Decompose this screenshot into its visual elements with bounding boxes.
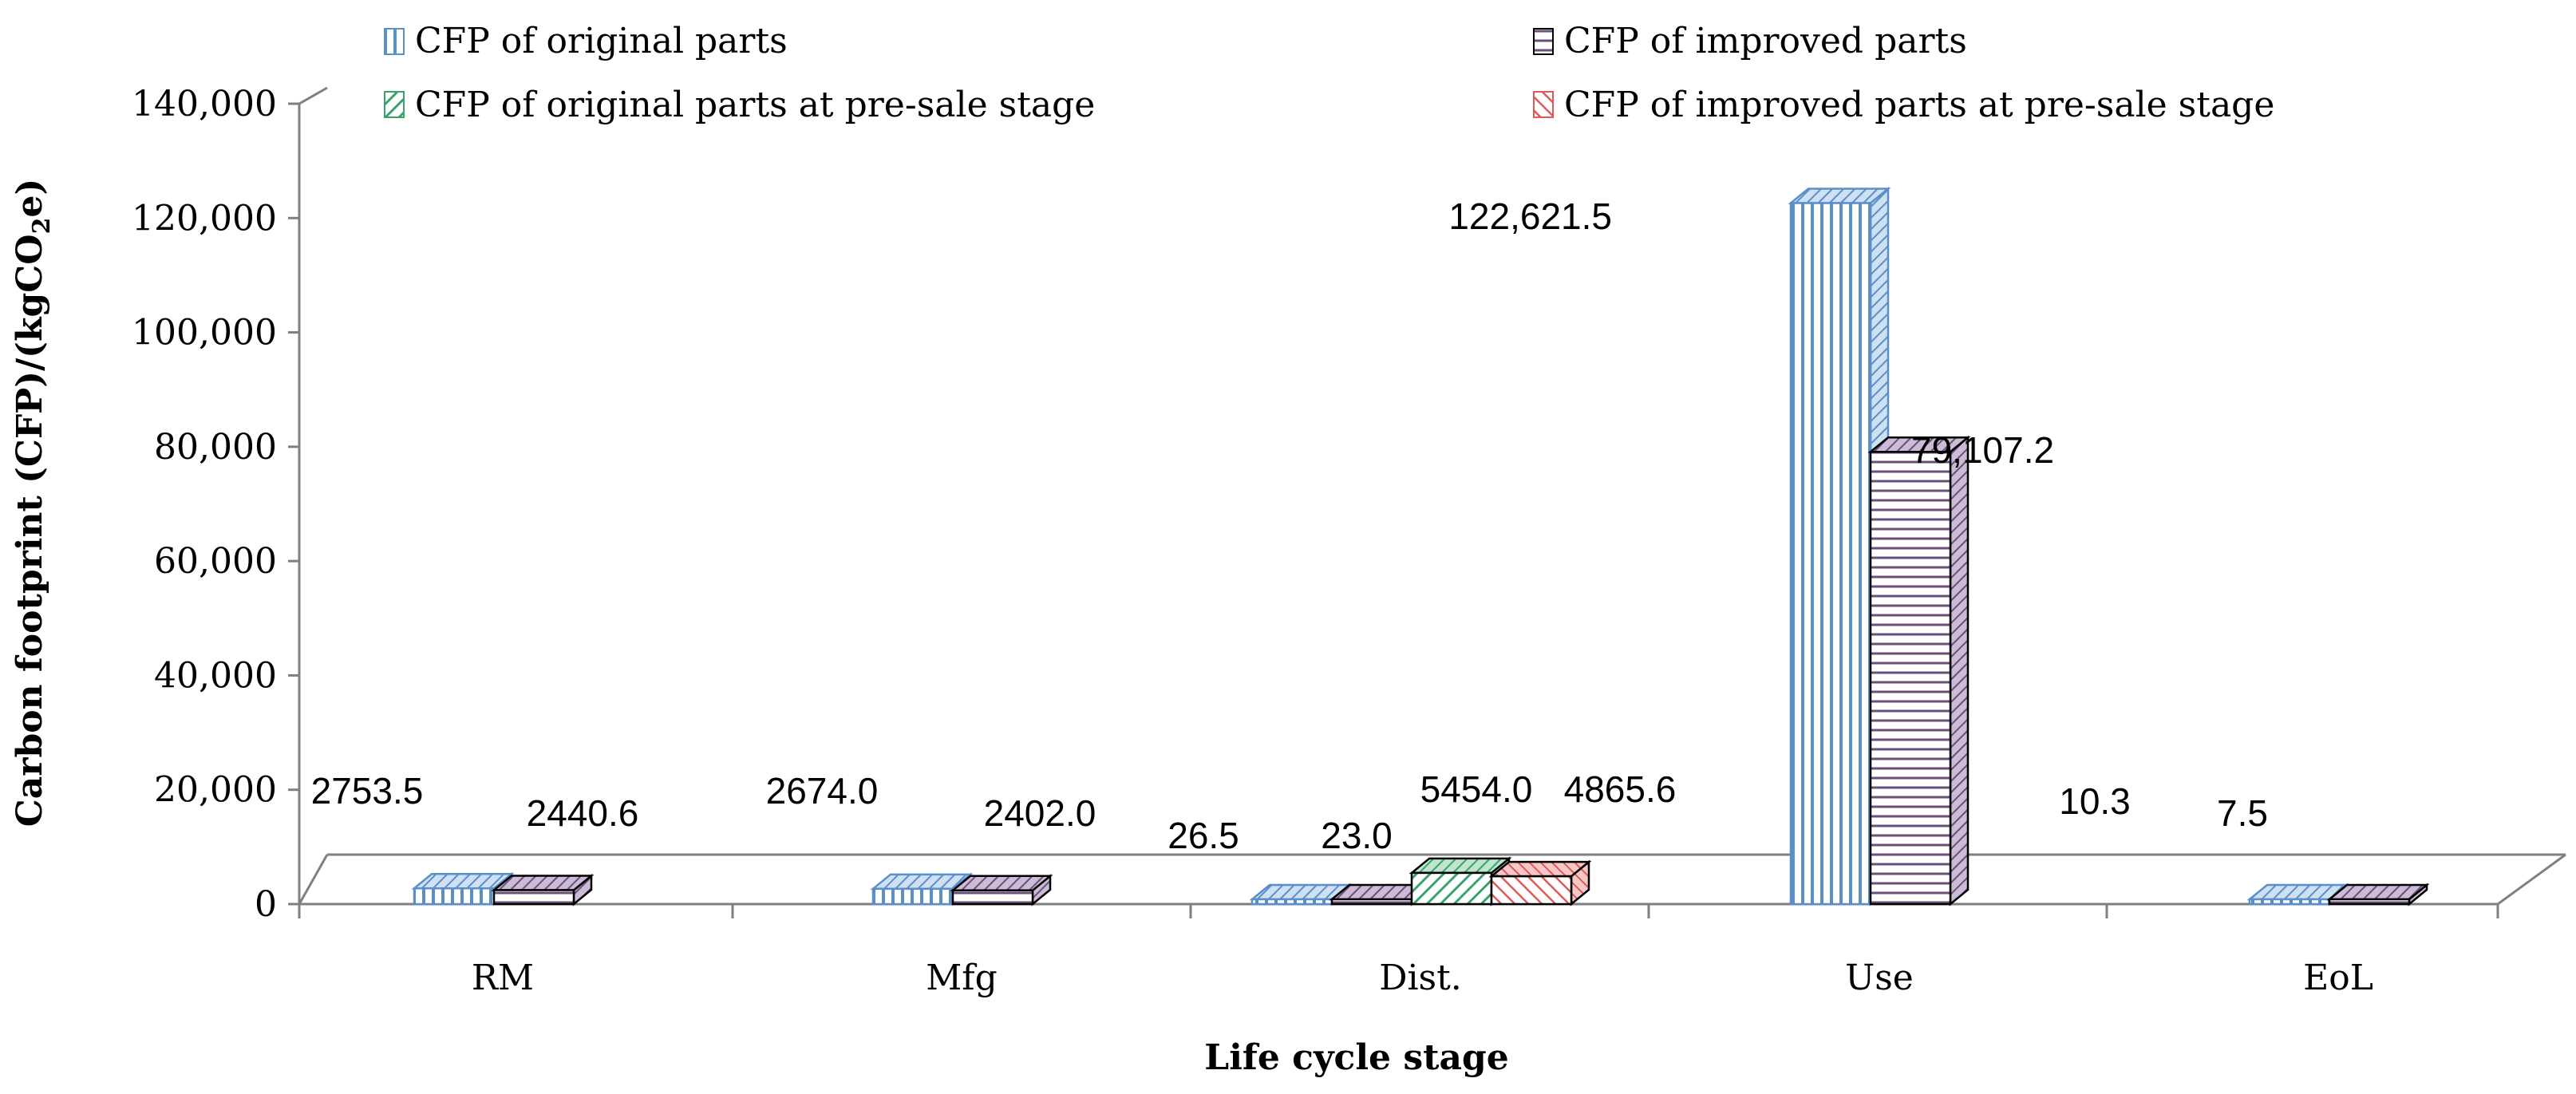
data-label: 2674.0 (766, 770, 879, 812)
bar-improved (950, 874, 1053, 906)
x-ticks: RM Mfg Dist. Use EoL (298, 904, 2499, 998)
y-tick-label: 40,000 (154, 655, 277, 696)
data-labels: 2753.5 2440.6 2674.0 2402.0 26.5 23.0 5454.0 48… (311, 195, 2268, 856)
legend-label-original-presale: CFP of original parts at pre-sale stage (415, 85, 1095, 125)
data-label: 10.3 (2059, 780, 2131, 822)
data-label: 79,107.2 (1911, 429, 2054, 471)
legend-label-improved-presale: CFP of improved parts at pre-sale stage (1564, 85, 2274, 125)
y-axis-title-tail: e) (10, 179, 50, 218)
y-axis-title-main: Carbon footprint (CFP)/(kgCO (10, 234, 50, 827)
bars (411, 186, 2430, 906)
legend: CFP of original parts CFP of improved pa… (384, 21, 2274, 125)
x-tick-label: Mfg (926, 958, 998, 998)
y-tick-label: 140,000 (132, 84, 277, 124)
y-ticks: 0 20,000 40,000 60,000 80,000 100,000 120,000 1… (132, 84, 299, 925)
bar-improved (1867, 435, 1971, 906)
bar-improved-presale (1488, 859, 1592, 906)
legend-label-improved: CFP of improved parts (1564, 21, 1967, 61)
x-tick-label: RM (472, 958, 534, 998)
data-label: 26.5 (1167, 815, 1239, 856)
x-tick-label: Dist. (1379, 958, 1462, 998)
x-tick-label: Use (1845, 958, 1914, 998)
floor-left-edge (298, 854, 329, 905)
data-label: 4865.6 (1564, 768, 1677, 810)
y-axis-title: Carbon footprint (CFP)/(kgCO2e) (10, 179, 56, 827)
bar-improved (2326, 883, 2430, 906)
data-label: 5454.0 (1420, 768, 1533, 810)
bar-original (870, 872, 974, 906)
data-label: 122,621.5 (1448, 195, 1612, 237)
legend-swatch-original (384, 28, 405, 55)
y-axis-title-sub: 2 (28, 218, 56, 235)
data-label: 2440.6 (527, 792, 639, 834)
y-tick-label: 120,000 (132, 198, 277, 239)
bar-improved (491, 873, 595, 906)
y-tick-label: 20,000 (154, 770, 277, 811)
y-tick-label: 0 (255, 884, 277, 925)
y-tick-label: 60,000 (154, 541, 277, 582)
legend-swatch-improved-presale (1533, 91, 1554, 118)
data-label: 2753.5 (311, 770, 424, 812)
y-tick-label: 80,000 (154, 427, 277, 468)
legend-label-original: CFP of original parts (415, 21, 788, 61)
data-label: 23.0 (1321, 815, 1393, 856)
data-label: 7.5 (2217, 792, 2268, 834)
data-label: 2402.0 (984, 792, 1096, 834)
x-axis-title: Life cycle stage (1204, 1037, 1508, 1078)
y-axis-back-line (298, 86, 328, 105)
x-tick-label: EoL (2303, 958, 2373, 998)
floor-right-edge (2497, 853, 2566, 906)
legend-swatch-improved (1533, 28, 1554, 55)
legend-swatch-original-presale (384, 91, 405, 118)
y-tick-label: 100,000 (132, 313, 277, 353)
